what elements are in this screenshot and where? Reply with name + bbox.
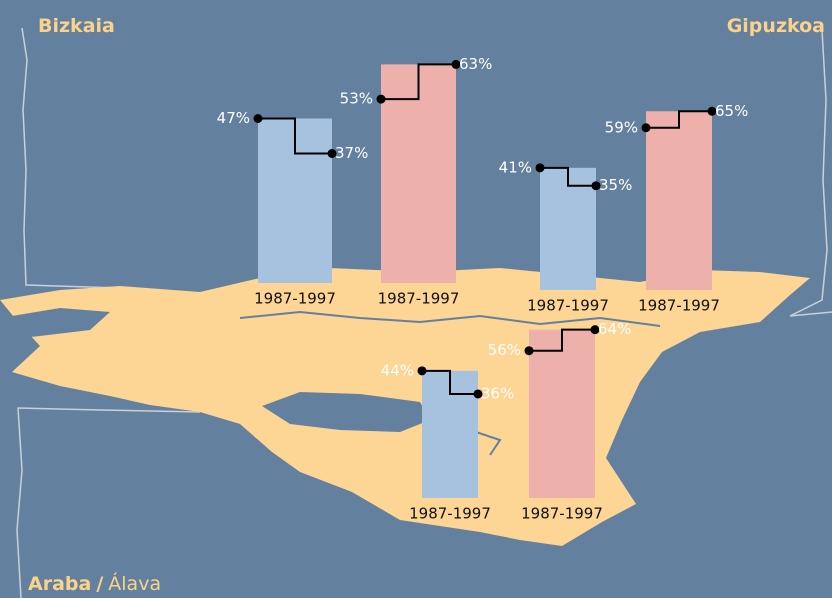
period-label: 1987-1997 [638, 297, 720, 315]
region-label-part: Bizkaia [38, 15, 115, 37]
end-label: 35% [599, 176, 632, 194]
start-label: 53% [340, 90, 373, 108]
period-label: 1987-1997 [521, 505, 603, 523]
start-dot [524, 346, 534, 356]
start-dot [641, 123, 651, 133]
period-label: 1987-1997 [378, 290, 460, 308]
end-dot [707, 106, 717, 116]
end-dot [590, 325, 600, 335]
change-line [258, 117, 332, 155]
lake [262, 392, 430, 432]
start-dot [253, 114, 263, 123]
end-label: 37% [335, 144, 368, 162]
region-label-part: / [96, 573, 103, 595]
change-line [540, 166, 596, 187]
gipuzkoa-border [789, 29, 832, 317]
region-label: Araba / Álava [28, 572, 161, 595]
bar [381, 64, 456, 283]
end-dot [591, 181, 601, 191]
region-label: Gipuzkoa [727, 15, 825, 37]
change-line [646, 110, 712, 129]
start-label: 41% [499, 158, 532, 176]
bar [540, 167, 596, 290]
end-label: 36% [481, 384, 514, 402]
end-label: 64% [598, 320, 631, 338]
borders [16, 27, 832, 598]
rivers [239, 310, 661, 456]
end-dot [451, 59, 461, 69]
bar [646, 111, 712, 290]
bizkaia-border [21, 27, 121, 289]
start-dot [535, 163, 545, 173]
period-label: 1987-1997 [527, 297, 609, 315]
start-dot [376, 94, 386, 104]
period-label: 1987-1997 [254, 290, 336, 308]
start-label: 56% [488, 341, 521, 359]
start-dot [417, 366, 427, 376]
change-line [422, 369, 478, 395]
start-label: 47% [217, 109, 250, 127]
end-dot [473, 389, 483, 399]
start-label: 44% [381, 361, 414, 379]
end-dot [327, 149, 337, 158]
region-label-part: Araba [28, 573, 91, 595]
region-label-part: Álava [108, 572, 161, 595]
change-line [529, 328, 595, 352]
river [469, 429, 502, 456]
start-label: 59% [605, 118, 638, 136]
region-label-part: Gipuzkoa [727, 15, 825, 37]
region-label: Bizkaia [38, 15, 115, 37]
change-line [381, 63, 456, 101]
end-label: 63% [459, 55, 492, 73]
bar [529, 329, 595, 498]
period-label: 1987-1997 [409, 505, 491, 523]
end-label: 65% [715, 102, 748, 120]
river [239, 310, 661, 327]
bay [0, 308, 110, 340]
araba-border [16, 407, 201, 598]
